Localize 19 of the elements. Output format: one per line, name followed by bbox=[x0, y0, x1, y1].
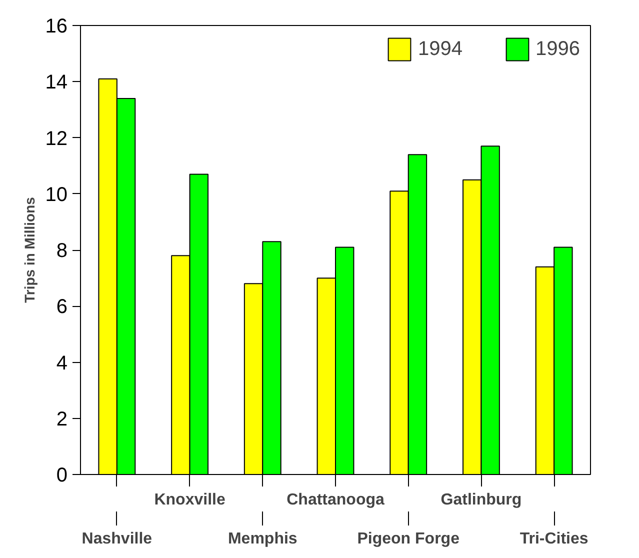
x-tick-label: Pigeon Forge bbox=[357, 530, 460, 548]
x-tick-label: Knoxville bbox=[154, 492, 226, 508]
x-tick-label: Chattanooga bbox=[286, 492, 384, 508]
y-tick-label: 8 bbox=[56, 240, 68, 262]
y-tick-label: 12 bbox=[45, 128, 68, 150]
y-tick-label: 14 bbox=[45, 72, 68, 94]
x-tick-label: Nashville bbox=[82, 530, 152, 548]
legend-label: 1994 bbox=[418, 38, 462, 60]
y-tick-label: 6 bbox=[56, 296, 68, 318]
x-tick-label: Memphis bbox=[228, 530, 298, 548]
y-tick-label: 0 bbox=[56, 464, 68, 486]
legend-label: 1996 bbox=[536, 38, 580, 60]
y-tick-label: 16 bbox=[45, 16, 68, 38]
x-tick-label: Tri-Cities bbox=[520, 530, 588, 548]
y-axis-title: Trips in Millions bbox=[21, 196, 38, 303]
y-tick-label: 4 bbox=[56, 352, 68, 374]
x-tick-label: Gatlinburg bbox=[440, 492, 522, 508]
y-tick-label: 2 bbox=[56, 408, 68, 430]
y-tick-label: 10 bbox=[45, 184, 68, 206]
